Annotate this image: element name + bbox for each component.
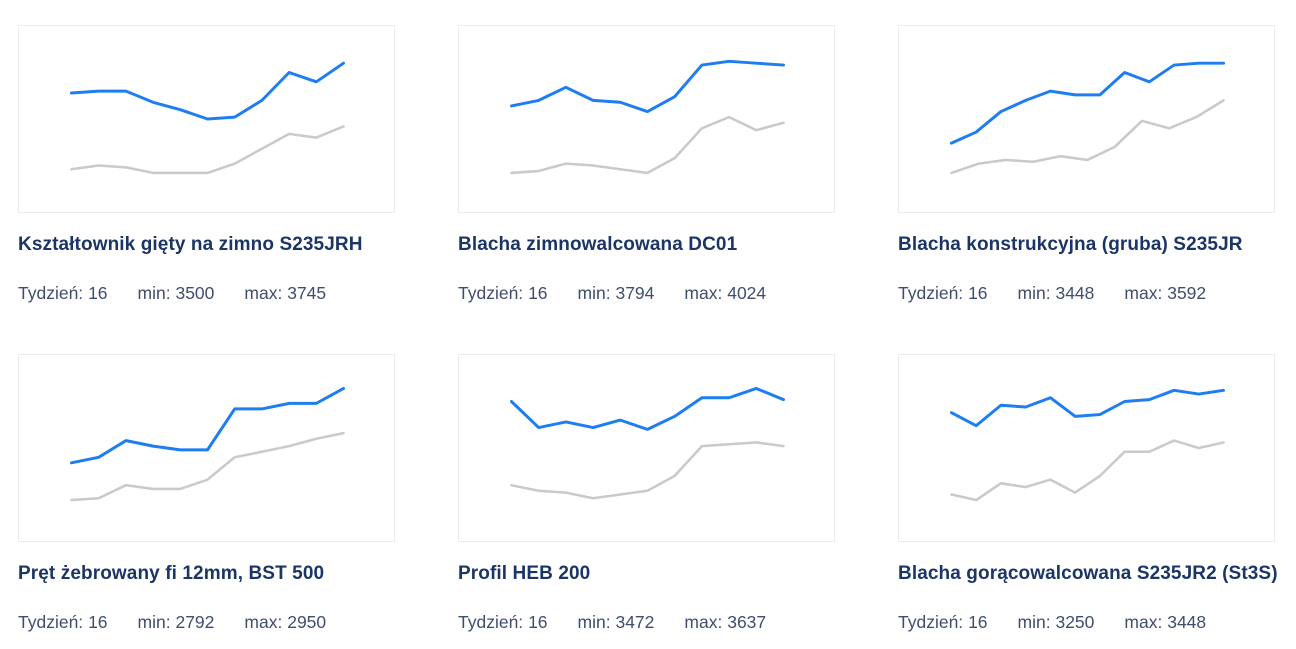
blue-price-line — [949, 61, 1226, 145]
product-title-link[interactable]: Blacha zimnowalcowana DC01 — [458, 234, 738, 255]
gray-price-line — [70, 125, 345, 175]
week-stat: Tydzień: 16 — [898, 283, 988, 303]
line-chart — [509, 386, 786, 500]
blue-price-line — [509, 59, 786, 114]
product-card: Pręt żebrowany fi 12mm, BST 500 Tydzień:… — [18, 354, 395, 633]
week-stat: Tydzień: 16 — [458, 283, 548, 303]
min-stat: min: 2792 — [137, 612, 215, 632]
product-stats: Tydzień: 16 min: 3448 max: 3592 — [898, 283, 1275, 304]
product-stats: Tydzień: 16 min: 3794 max: 4024 — [458, 283, 835, 304]
line-chart — [509, 59, 786, 175]
min-stat: min: 3250 — [1017, 612, 1095, 632]
max-stat: max: 2950 — [244, 612, 327, 632]
product-stats: Tydzień: 16 min: 3250 max: 3448 — [898, 612, 1275, 633]
sparkline-chart[interactable] — [18, 25, 395, 213]
sparkline-chart[interactable] — [458, 25, 835, 213]
gray-price-line — [70, 431, 345, 502]
week-stat: Tydzień: 16 — [18, 283, 108, 303]
line-chart — [949, 388, 1226, 502]
product-stats: Tydzień: 16 min: 3472 max: 3637 — [458, 612, 835, 633]
blue-price-line — [69, 61, 346, 121]
product-stats: Tydzień: 16 min: 3500 max: 3745 — [18, 283, 395, 304]
product-title-link[interactable]: Blacha konstrukcyjna (gruba) S235JR — [898, 234, 1243, 255]
blue-price-line — [509, 386, 786, 431]
min-stat: min: 3500 — [137, 283, 215, 303]
product-title-link[interactable]: Blacha gorącowalcowana S235JR2 (St3S) — [898, 563, 1278, 584]
max-stat: max: 3637 — [684, 612, 767, 632]
gray-price-line — [510, 115, 785, 175]
product-card: Profil HEB 200 Tydzień: 16 min: 3472 max… — [458, 354, 835, 633]
blue-price-line — [69, 386, 346, 465]
week-stat: Tydzień: 16 — [18, 612, 108, 632]
sparkline-chart[interactable] — [898, 354, 1275, 542]
product-card: Blacha zimnowalcowana DC01 Tydzień: 16 m… — [458, 25, 835, 304]
week-stat: Tydzień: 16 — [898, 612, 988, 632]
price-charts-grid: Kształtownik gięty na zimno S235JRH Tydz… — [18, 25, 1278, 633]
product-card: Blacha konstrukcyjna (gruba) S235JR Tydz… — [898, 25, 1275, 304]
gray-price-line — [950, 99, 1225, 175]
max-stat: max: 3448 — [1124, 612, 1207, 632]
min-stat: min: 3794 — [577, 283, 655, 303]
max-stat: max: 4024 — [684, 283, 767, 303]
product-card: Kształtownik gięty na zimno S235JRH Tydz… — [18, 25, 395, 304]
week-stat: Tydzień: 16 — [458, 612, 548, 632]
max-stat: max: 3592 — [1124, 283, 1207, 303]
line-chart — [949, 61, 1226, 175]
steel-price-dashboard: Kształtownik gięty na zimno S235JRH Tydz… — [18, 25, 1278, 633]
sparkline-chart[interactable] — [898, 25, 1275, 213]
sparkline-chart[interactable] — [458, 354, 835, 542]
max-stat: max: 3745 — [244, 283, 327, 303]
min-stat: min: 3448 — [1017, 283, 1095, 303]
min-stat: min: 3472 — [577, 612, 655, 632]
line-chart — [69, 386, 346, 502]
line-chart — [69, 61, 346, 175]
gray-price-line — [950, 439, 1225, 502]
product-stats: Tydzień: 16 min: 2792 max: 2950 — [18, 612, 395, 633]
product-card: Blacha gorącowalcowana S235JR2 (St3S) Ty… — [898, 354, 1278, 633]
product-title-link[interactable]: Pręt żebrowany fi 12mm, BST 500 — [18, 563, 325, 584]
gray-price-line — [510, 441, 785, 500]
sparkline-chart[interactable] — [18, 354, 395, 542]
product-title-link[interactable]: Kształtownik gięty na zimno S235JRH — [18, 234, 363, 255]
blue-price-line — [949, 388, 1226, 428]
product-title-link[interactable]: Profil HEB 200 — [458, 563, 591, 584]
